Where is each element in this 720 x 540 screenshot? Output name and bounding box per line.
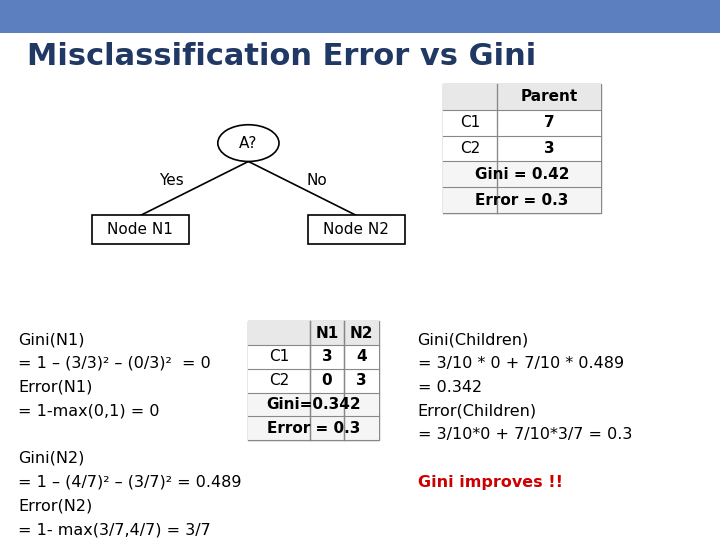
Text: = 0.342: = 0.342 <box>418 380 482 395</box>
FancyBboxPatch shape <box>443 110 601 136</box>
Text: = 1 – (4/7)² – (3/7)² = 0.489: = 1 – (4/7)² – (3/7)² = 0.489 <box>18 475 241 490</box>
Text: Gini(N2): Gini(N2) <box>18 451 84 466</box>
Text: 3: 3 <box>322 349 332 364</box>
FancyBboxPatch shape <box>308 215 405 244</box>
FancyBboxPatch shape <box>248 369 379 393</box>
Text: C1: C1 <box>269 349 289 364</box>
Text: = 3/10 * 0 + 7/10 * 0.489: = 3/10 * 0 + 7/10 * 0.489 <box>418 356 624 371</box>
Text: A?: A? <box>239 136 258 151</box>
Text: 4: 4 <box>356 349 366 364</box>
Text: Error = 0.3: Error = 0.3 <box>475 193 569 208</box>
Text: Gini improves !!: Gini improves !! <box>418 475 562 490</box>
Text: = 1-max(0,1) = 0: = 1-max(0,1) = 0 <box>18 403 160 418</box>
FancyBboxPatch shape <box>443 161 601 187</box>
Text: Node N1: Node N1 <box>107 222 174 237</box>
Text: Error = 0.3: Error = 0.3 <box>267 421 360 436</box>
Text: 3: 3 <box>544 141 554 156</box>
Text: Error(N1): Error(N1) <box>18 380 92 395</box>
FancyBboxPatch shape <box>248 321 379 345</box>
Text: = 3/10*0 + 7/10*3/7 = 0.3: = 3/10*0 + 7/10*3/7 = 0.3 <box>418 427 632 442</box>
Text: N1: N1 <box>315 326 338 341</box>
Text: Gini=0.342: Gini=0.342 <box>266 397 361 412</box>
Text: Misclassification Error vs Gini: Misclassification Error vs Gini <box>27 42 536 71</box>
Text: Gini = 0.42: Gini = 0.42 <box>474 167 570 182</box>
Text: Yes: Yes <box>159 173 184 188</box>
Text: 7: 7 <box>544 115 554 130</box>
Text: 3: 3 <box>356 373 366 388</box>
Text: Error(N2): Error(N2) <box>18 498 92 514</box>
Text: 0: 0 <box>322 373 332 388</box>
Text: Gini(Children): Gini(Children) <box>418 332 529 347</box>
Text: C2: C2 <box>269 373 289 388</box>
Text: Parent: Parent <box>521 89 577 104</box>
Text: N2: N2 <box>350 326 373 341</box>
Text: C2: C2 <box>459 141 480 156</box>
FancyBboxPatch shape <box>443 136 601 161</box>
FancyBboxPatch shape <box>248 416 379 440</box>
FancyBboxPatch shape <box>92 215 189 244</box>
Text: = 1 – (3/3)² – (0/3)²  = 0: = 1 – (3/3)² – (0/3)² = 0 <box>18 356 211 371</box>
Text: Gini(N1): Gini(N1) <box>18 332 84 347</box>
FancyBboxPatch shape <box>248 393 379 416</box>
Text: No: No <box>307 173 327 188</box>
Text: C1: C1 <box>459 115 480 130</box>
FancyBboxPatch shape <box>443 84 601 213</box>
Text: = 1- max(3/7,4/7) = 3/7: = 1- max(3/7,4/7) = 3/7 <box>18 522 211 537</box>
FancyBboxPatch shape <box>248 321 379 440</box>
FancyBboxPatch shape <box>248 345 379 369</box>
FancyBboxPatch shape <box>443 187 601 213</box>
Text: Error(Children): Error(Children) <box>418 403 536 418</box>
Ellipse shape <box>217 125 279 161</box>
FancyBboxPatch shape <box>0 0 720 33</box>
FancyBboxPatch shape <box>443 84 601 110</box>
Text: Node N2: Node N2 <box>323 222 390 237</box>
